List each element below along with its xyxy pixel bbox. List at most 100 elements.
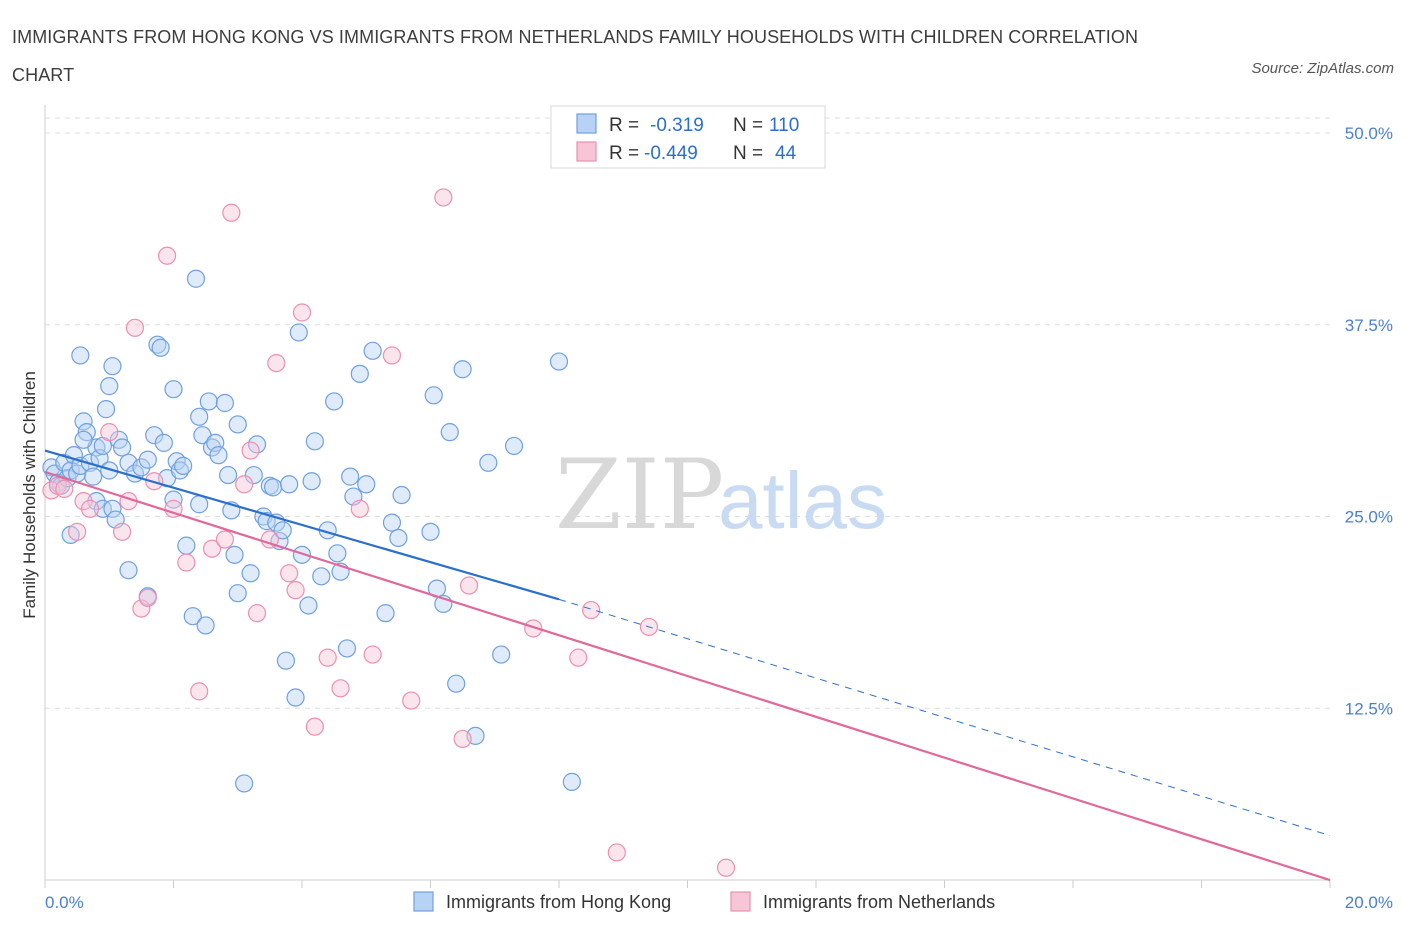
point-s1-27 <box>292 303 312 322</box>
point-s1-31 <box>350 499 369 518</box>
legend-swatch-hong-kong <box>413 891 434 912</box>
point-s0-52 <box>219 465 238 485</box>
point-s1-6 <box>100 423 119 442</box>
point-s0-55 <box>228 584 247 603</box>
point-s0-90 <box>421 522 440 541</box>
x-tick-label-min: 0.0% <box>45 893 84 912</box>
legend-swatch-netherlands <box>730 891 751 912</box>
point-s0-109 <box>228 415 247 434</box>
point-s0-46 <box>196 616 215 635</box>
point-s0-71 <box>292 545 312 564</box>
point-s0-88 <box>389 528 408 548</box>
point-s1-15 <box>177 553 196 572</box>
point-s0-44 <box>190 407 209 426</box>
point-s0-103 <box>71 346 90 365</box>
point-s1-18 <box>215 530 234 549</box>
point-s0-70 <box>289 323 308 342</box>
point-s1-41 <box>607 843 626 862</box>
point-s1-10 <box>132 599 151 618</box>
point-s1-38 <box>524 619 543 638</box>
watermark-atlas: atlas <box>718 456 887 545</box>
point-s0-66 <box>273 521 292 540</box>
point-s0-107 <box>74 430 93 449</box>
point-s0-56 <box>235 774 254 793</box>
stats-n-value-0: 110 <box>769 115 799 136</box>
stats-swatch-netherlands <box>576 141 597 162</box>
point-s0-58 <box>244 465 263 485</box>
point-s0-69 <box>286 688 305 707</box>
point-s0-94 <box>440 423 459 442</box>
point-s1-3 <box>68 522 87 541</box>
point-s1-21 <box>241 441 260 460</box>
point-s1-30 <box>331 679 350 698</box>
y-tick-label-3: 50.0% <box>1345 124 1393 143</box>
point-s0-68 <box>280 475 299 494</box>
point-s0-37 <box>164 380 183 399</box>
point-s1-17 <box>202 539 222 558</box>
y-axis-label: Family Households with Children <box>20 371 39 619</box>
point-s0-77 <box>325 392 344 411</box>
point-s1-19 <box>222 203 241 222</box>
stats-n-value-1: 44 <box>775 143 797 164</box>
point-s0-72 <box>299 596 318 615</box>
point-s0-10 <box>74 412 93 431</box>
point-s0-31 <box>138 450 157 469</box>
point-s0-27 <box>112 438 132 457</box>
point-s0-51 <box>215 393 234 413</box>
point-s1-39 <box>569 648 588 667</box>
point-s0-41 <box>177 536 196 555</box>
point-s0-104 <box>119 561 138 580</box>
trend-line-hong-kong <box>44 449 560 601</box>
trend-lines <box>44 449 1331 882</box>
point-s0-75 <box>312 567 331 586</box>
x-tick-label-max: 20.0% <box>1345 893 1393 912</box>
stats-n-label-1: N = <box>733 143 763 164</box>
legend-label-hong-kong: Immigrants from Hong Kong <box>446 892 671 912</box>
point-s1-24 <box>267 354 286 373</box>
point-s0-40 <box>174 456 193 475</box>
point-s1-16 <box>190 682 209 701</box>
point-s0-63 <box>263 478 283 497</box>
y-tick-label-1: 25.0% <box>1345 508 1393 527</box>
stats-r-value-0: -0.319 <box>650 115 704 136</box>
point-s0-54 <box>225 545 244 564</box>
point-s0-78 <box>328 544 347 563</box>
point-s1-35 <box>434 188 453 207</box>
point-s1-11 <box>138 588 157 607</box>
stats-n-label-0: N = <box>733 115 763 136</box>
point-s0-100 <box>504 436 524 456</box>
point-s0-18 <box>100 377 119 396</box>
point-s0-84 <box>357 475 376 494</box>
series-netherlands-points <box>42 188 736 877</box>
legend-label-netherlands: Immigrants from Netherlands <box>763 892 995 912</box>
y-tick-label-2: 37.5% <box>1345 316 1393 335</box>
point-s1-40 <box>582 600 601 620</box>
watermark: ZIP atlas <box>555 439 887 551</box>
point-s0-99 <box>492 645 511 664</box>
axes <box>44 105 1331 888</box>
point-s0-96 <box>453 360 472 379</box>
point-s0-105 <box>164 490 183 509</box>
point-s0-98 <box>479 453 498 472</box>
point-s0-73 <box>302 472 321 491</box>
point-s0-50 <box>209 446 228 465</box>
point-s1-7 <box>112 522 132 541</box>
point-s1-9 <box>125 318 145 337</box>
point-s0-81 <box>341 467 360 486</box>
stats-box-frame <box>550 105 826 169</box>
point-s1-36 <box>453 729 472 749</box>
point-s0-101 <box>549 352 569 371</box>
point-s1-29 <box>318 648 337 667</box>
chart-title: IMMIGRANTS FROM HONG KONG VS IMMIGRANTS … <box>12 27 1139 85</box>
point-s1-5 <box>80 499 100 518</box>
point-s0-42 <box>183 607 202 626</box>
point-s0-57 <box>241 564 260 583</box>
point-s0-34 <box>151 338 170 357</box>
stats-r-label-0: R = <box>609 115 639 136</box>
point-s0-47 <box>199 392 218 411</box>
y-tick-labels: 12.5% 25.0% 37.5% 50.0% <box>1345 124 1393 718</box>
stats-r-label-1: R = <box>609 143 639 164</box>
point-s1-37 <box>459 576 479 595</box>
point-s0-33 <box>148 335 167 354</box>
point-s1-43 <box>716 858 736 877</box>
